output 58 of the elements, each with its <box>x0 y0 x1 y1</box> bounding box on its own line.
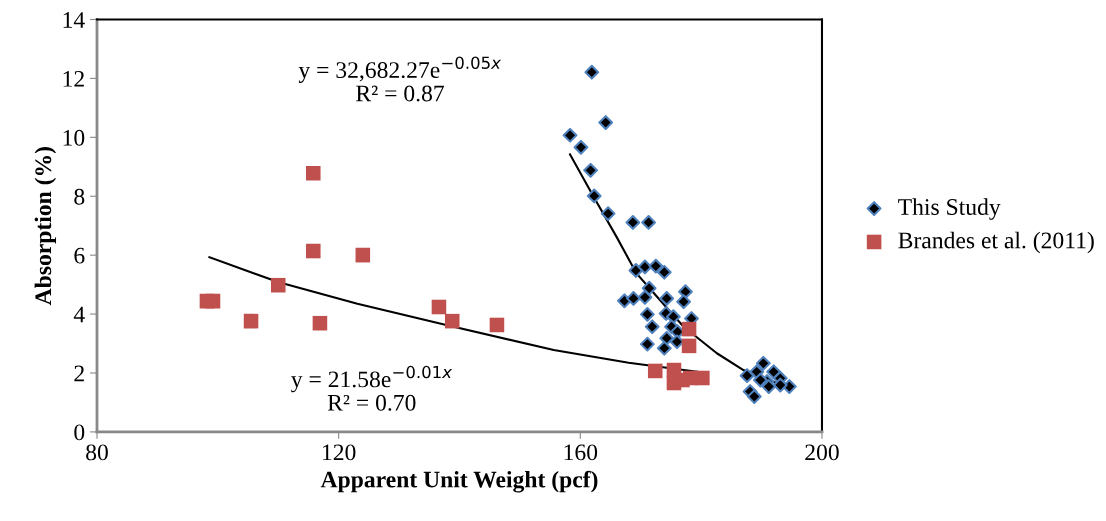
point <box>628 263 644 278</box>
annotation: y = 21.58e$^{−0.01x}$ R² = 0.70 <box>291 365 453 411</box>
legend-label: Brandes et al. (2011) <box>898 231 1094 254</box>
point <box>306 243 321 259</box>
point <box>586 188 602 204</box>
x-tick-label: 80 <box>86 444 108 461</box>
x-tick-label: 120 <box>323 444 356 461</box>
point <box>681 338 697 354</box>
point <box>695 370 710 386</box>
x-tick-label: 200 <box>805 444 839 461</box>
y-tick-label: 4 <box>73 306 85 323</box>
point <box>598 115 614 130</box>
y-tick-label: 0 <box>74 424 85 441</box>
point <box>752 372 768 388</box>
point <box>573 139 589 155</box>
y-tick-label: 14 <box>63 12 85 28</box>
point <box>659 291 675 306</box>
point <box>746 389 762 404</box>
x-tick-label: 160 <box>564 444 598 461</box>
point <box>489 317 505 333</box>
y-tick-label: 6 <box>74 247 85 264</box>
annotation: y = 32,682.27e$^{−0.05x}$ R² = 0.87 <box>298 56 502 102</box>
point <box>639 306 655 322</box>
y-axis-title: Absorption (%) <box>34 147 57 306</box>
point <box>755 355 771 371</box>
y-tick-label: 10 <box>63 129 85 146</box>
y-tick-label: 8 <box>74 188 85 205</box>
point <box>656 264 672 280</box>
point <box>625 215 641 230</box>
point <box>562 127 578 143</box>
legend-label: This Study <box>898 198 1001 220</box>
point <box>306 165 321 181</box>
point <box>772 377 788 393</box>
point <box>639 336 655 352</box>
point <box>641 280 657 296</box>
point <box>205 293 221 309</box>
point <box>644 319 660 335</box>
point <box>676 294 692 310</box>
x-axis-title: Apparent Unit Weight (pcf) <box>320 470 598 493</box>
point <box>312 315 328 331</box>
point <box>647 363 663 379</box>
y-tick-label: 12 <box>63 70 84 87</box>
y-tick-label: 2 <box>74 365 84 382</box>
point <box>681 321 697 337</box>
point <box>656 340 672 356</box>
point <box>583 162 598 178</box>
point <box>637 289 653 305</box>
point <box>739 368 755 384</box>
point <box>600 206 616 222</box>
point <box>584 64 600 80</box>
point <box>243 313 259 329</box>
point <box>270 277 286 293</box>
point <box>761 379 777 394</box>
point <box>641 215 656 230</box>
point <box>431 299 447 315</box>
point <box>444 313 460 329</box>
point <box>355 247 371 263</box>
point <box>648 258 664 274</box>
